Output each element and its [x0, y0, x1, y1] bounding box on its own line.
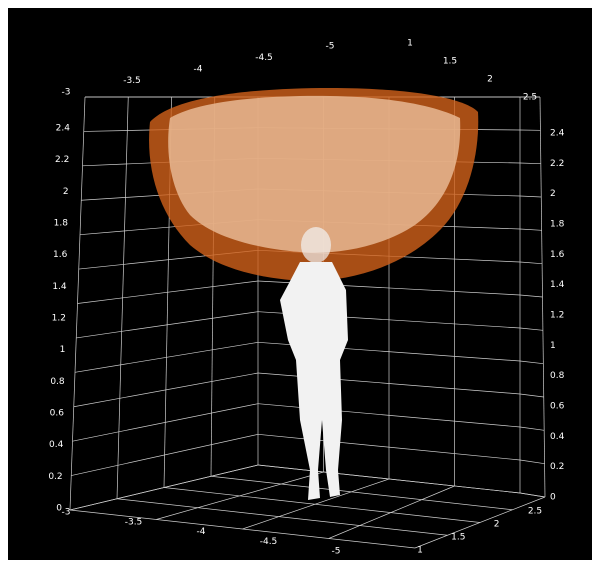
grid-line — [519, 492, 546, 498]
z-tick-label: 0 — [550, 493, 556, 503]
x-tick-label: -3.5 — [125, 517, 143, 527]
z-tick-label: 0.4 — [550, 432, 565, 442]
grid-line — [328, 485, 455, 539]
x-tick-label: -4.5 — [260, 537, 278, 547]
x-tick-label: -5 — [332, 547, 341, 557]
z-tick-label: 1 — [550, 341, 556, 351]
z-tick-label: 1.4 — [550, 280, 565, 290]
y-tick-label: 2 — [494, 520, 500, 530]
grid-line — [519, 162, 541, 165]
z-tick-label: 0.2 — [48, 472, 62, 482]
z-tick-label: 0.6 — [550, 402, 565, 412]
z-tick-label: 0.4 — [49, 440, 64, 450]
y-tick-label: 1 — [407, 39, 413, 49]
grid-line — [519, 459, 545, 465]
y-tick-label: 1 — [417, 546, 423, 556]
grid-line — [163, 487, 481, 523]
z-tick-label: 2.2 — [55, 155, 69, 165]
z-tick-label: 1 — [60, 345, 66, 355]
axis-labels: 2.4 2.2 2 1.8 1.6 1.4 1.2 1 0.8 0.6 0.4 0.2 0 2.4 2.2 2… — [48, 39, 564, 557]
z-tick-label: 0.8 — [550, 371, 565, 381]
grid-line — [519, 426, 545, 431]
z-tick-label: 0.8 — [50, 377, 65, 387]
y-tick-label: 2 — [487, 75, 493, 85]
y-tick-label: 1.5 — [451, 533, 465, 543]
y-tick-label: 2.5 — [528, 507, 542, 517]
grid-line — [116, 96, 129, 499]
grid-line — [519, 195, 542, 198]
grid-line — [519, 360, 544, 365]
z-tick-label: 1.2 — [550, 311, 564, 321]
grid-line — [519, 228, 542, 231]
z-tick-label: 2.4 — [56, 124, 71, 134]
grid-line — [210, 475, 513, 511]
human-figure — [280, 227, 348, 500]
z-tick-label: 1.2 — [52, 314, 66, 324]
grid-line — [519, 393, 544, 398]
z-tick-label: 1.6 — [53, 250, 68, 260]
z-tick-label: 2 — [63, 187, 69, 197]
z-tick-label: 0.2 — [550, 462, 564, 472]
z-tick-label: 1.8 — [550, 220, 565, 230]
volume-inner — [168, 95, 461, 253]
z-tick-label: 0 — [56, 504, 62, 514]
grid-line — [242, 478, 390, 530]
grid-line — [519, 294, 543, 298]
z-tick-label: 2.2 — [550, 159, 564, 169]
x-tick-label: -5 — [326, 42, 335, 52]
x-tick-label: -4 — [194, 65, 203, 75]
y-tick-label: 1.5 — [443, 57, 457, 67]
grid-line — [519, 261, 543, 265]
y-tick-label: 2.5 — [523, 93, 537, 103]
x-tick-label: -4 — [197, 527, 206, 537]
x-tick-label: -3 — [62, 88, 71, 98]
x-tick-label: -3 — [62, 508, 71, 518]
z-tick-label: 2 — [550, 189, 556, 199]
z-tick-label: 1.4 — [52, 282, 67, 292]
z-tick-label: 0.6 — [50, 409, 65, 419]
z-tick-label: 2.4 — [550, 129, 565, 139]
grid-line — [116, 498, 448, 536]
z-tick-label: 1.6 — [550, 250, 565, 260]
x-tick-label: -4.5 — [255, 53, 273, 63]
x-tick-label: -3.5 — [123, 76, 141, 86]
grid-line — [519, 327, 543, 331]
z-tick-label: 1.8 — [54, 219, 69, 229]
